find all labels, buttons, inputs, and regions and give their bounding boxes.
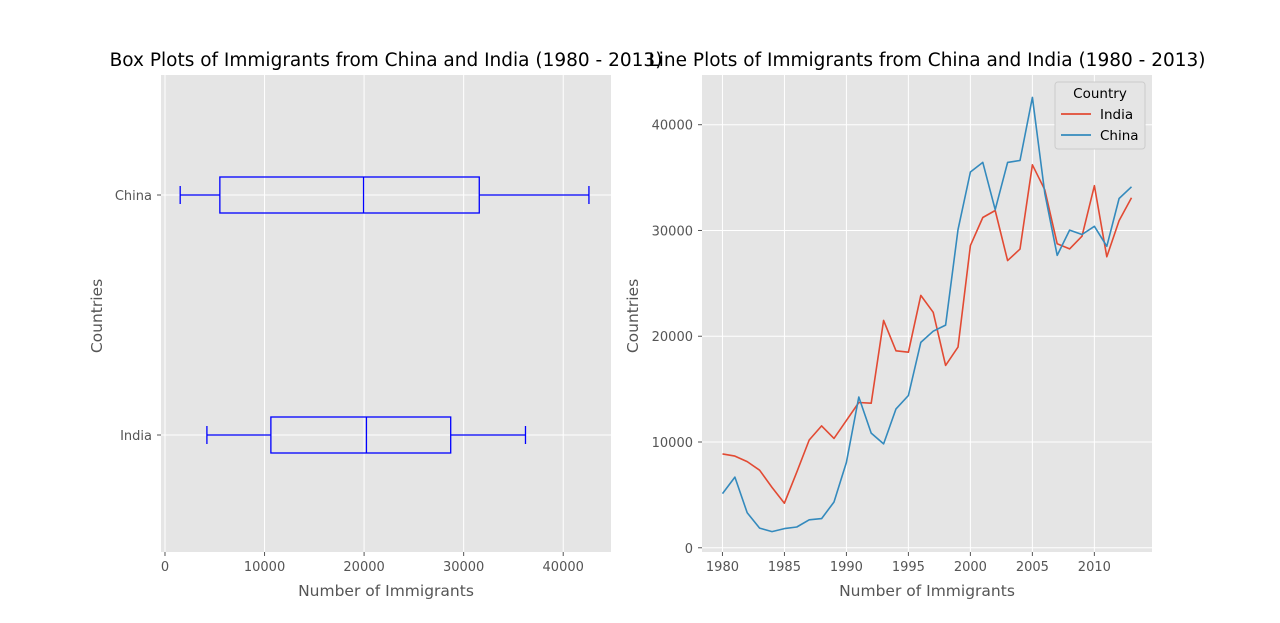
x-tick-label: 20000 — [343, 560, 384, 575]
y-tick-label: 30000 — [652, 224, 693, 239]
x-tick-label: 40000 — [543, 560, 584, 575]
y-tick-label: 20000 — [652, 330, 693, 345]
line-plot-x-ticks: 1980 1985 1990 1995 2000 2005 2010 — [706, 552, 1111, 575]
line-plot-panel: 1980 1985 1990 1995 2000 2005 2010 0 10000 20000… — [624, 50, 1206, 600]
box-china — [179, 176, 590, 214]
y-tick-label: 0 — [685, 542, 693, 557]
series-line-india — [722, 164, 1133, 505]
x-tick-label: 2010 — [1078, 560, 1111, 575]
legend-label-china: China — [1100, 128, 1139, 144]
x-tick-label: 10000 — [244, 560, 285, 575]
line-plot-x-axis-label: Number of Immigrants — [839, 582, 1015, 600]
box-plot-y-ticks: India China — [115, 189, 161, 444]
legend-frame — [1054, 81, 1146, 150]
line-plot-y-axis-label: Countries — [624, 279, 642, 353]
y-tick-label: India — [120, 429, 152, 444]
box-plot-y-axis-label: Countries — [88, 279, 106, 353]
series-line-china — [721, 96, 1133, 533]
line-plot-grid — [702, 75, 1152, 552]
box-plot-panel: 0 10000 20000 30000 40000 India China Box Plo… — [88, 50, 662, 600]
line-plot-title: Line Plots of Immigrants from China and … — [648, 50, 1205, 71]
x-tick-label: 0 — [161, 560, 169, 575]
box-india — [206, 416, 527, 454]
x-tick-label: 1990 — [830, 560, 863, 575]
y-tick-label: China — [115, 189, 152, 204]
box-plot-x-ticks: 0 10000 20000 30000 40000 — [161, 552, 584, 575]
line-plot-axes-background — [702, 75, 1152, 552]
legend-items: India China — [1061, 107, 1139, 144]
y-tick-label: 10000 — [652, 436, 693, 451]
box-plot-marks — [179, 176, 590, 454]
y-tick-label: 40000 — [652, 119, 693, 134]
box-plot-x-axis-label: Number of Immigrants — [298, 582, 474, 600]
line-plot-legend: Country India China — [1054, 81, 1146, 150]
x-tick-label: 2000 — [954, 560, 987, 575]
x-tick-label: 1995 — [892, 560, 925, 575]
legend-label-india: India — [1100, 107, 1133, 123]
x-tick-label: 30000 — [443, 560, 484, 575]
box-plot-axes-background — [161, 75, 611, 552]
legend-title: Country — [1073, 86, 1127, 102]
line-plot-marks — [721, 96, 1133, 533]
x-tick-label: 1985 — [768, 560, 801, 575]
x-tick-label: 2005 — [1016, 560, 1049, 575]
x-tick-label: 1980 — [706, 560, 739, 575]
box-plot-title: Box Plots of Immigrants from China and I… — [110, 50, 663, 71]
line-plot-y-ticks: 0 10000 20000 30000 40000 — [652, 119, 702, 557]
